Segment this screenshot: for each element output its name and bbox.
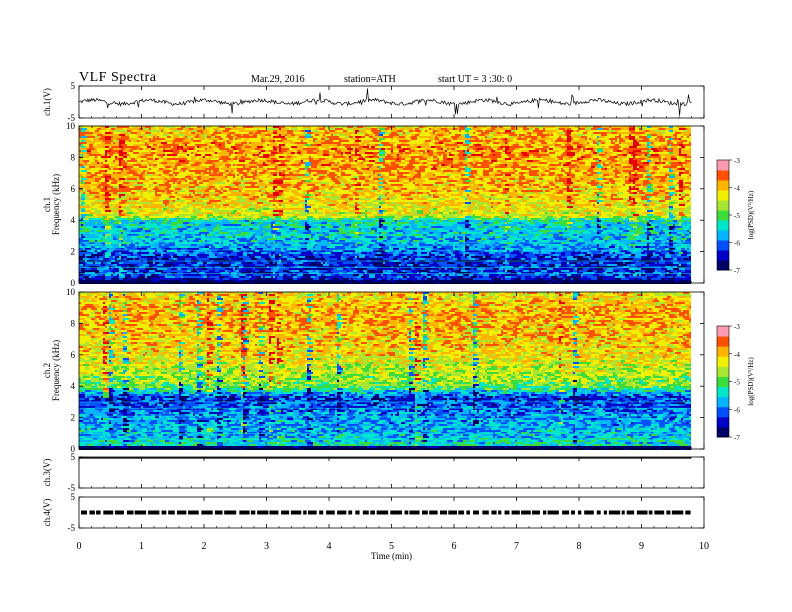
xtick-label: 4 [327, 541, 332, 552]
colorbar-label: log(PSD)(V²/Hz) [747, 357, 755, 406]
ch2spec-ylabel: Frequency (kHz) [51, 340, 61, 401]
colorbar-tick-label: -5 [734, 379, 740, 387]
ch1v-trace [79, 88, 692, 115]
ch2spec-ytick-label: 10 [66, 287, 76, 297]
colorbar-tick-label: -3 [734, 323, 740, 331]
colorbar-tick-label: -4 [734, 351, 740, 359]
ch2spec-ytick-label: 4 [71, 381, 76, 391]
ch4v-ylabel: ch.4(V) [42, 499, 52, 527]
ch1spec-spectrogram [79, 126, 692, 284]
colorbar-tick-label: -4 [734, 185, 740, 193]
ch1spec-ytick-label: 8 [71, 152, 76, 162]
colorbar-tick-label: -6 [734, 240, 740, 248]
xtick-label: 0 [77, 541, 82, 552]
ch2spec-ytick-label: 8 [71, 318, 76, 328]
ch2spec-ytick-label: 6 [71, 350, 76, 360]
colorbar-1: -7 -6 -5 -4 -3 log(PSD)(V²/Hz) [717, 157, 755, 275]
xtick-label: 10 [699, 541, 709, 552]
colorbar-2: -7 -6 -5 -4 -3 log(PSD)(V²/Hz) [717, 323, 755, 442]
ch3v-ytick-label: 5 [71, 452, 76, 462]
ch3v-ylabel: ch.3(V) [42, 459, 52, 487]
ch1spec-ytick-label: 6 [71, 184, 76, 194]
xtick-label: 7 [514, 541, 519, 552]
ch4v-trace [81, 511, 691, 515]
xtick-label: 1 [139, 541, 144, 552]
ch1v-ytick-label: 5 [71, 81, 76, 91]
x-axis-label: Time (min) [371, 551, 412, 561]
colorbar-label: log(PSD)(V²/Hz) [747, 190, 755, 239]
colorbar-tick-label: -5 [734, 212, 740, 220]
colorbar-tick-label: -6 [734, 406, 740, 414]
colorbar-tick-label: -7 [734, 267, 740, 275]
xtick-label: 8 [577, 541, 582, 552]
ch4v-ytick-label: 5 [71, 492, 76, 502]
ch1v-ylabel: ch.1(V) [42, 88, 52, 116]
colorbar-tick-label: -7 [734, 434, 740, 442]
xtick-label: 9 [639, 541, 644, 552]
ch3v-frame [79, 457, 704, 488]
xtick-label: 3 [264, 541, 269, 552]
ch1spec-ytick-label: 10 [66, 121, 76, 131]
ch1spec-ylabel: Frequency (kHz) [51, 174, 61, 235]
ch4v-ytick-label: -5 [68, 523, 76, 533]
xtick-label: 6 [452, 541, 457, 552]
ch2spec-ytick-label: 2 [71, 413, 76, 423]
ch2spec-spectrogram [79, 292, 692, 450]
colorbar-tick-label: -3 [734, 157, 740, 165]
ch1v-frame [79, 86, 704, 118]
xtick-label: 2 [202, 541, 207, 552]
ch1spec-ytick-label: 2 [71, 247, 76, 257]
ch1spec-ytick-label: 4 [71, 215, 76, 225]
